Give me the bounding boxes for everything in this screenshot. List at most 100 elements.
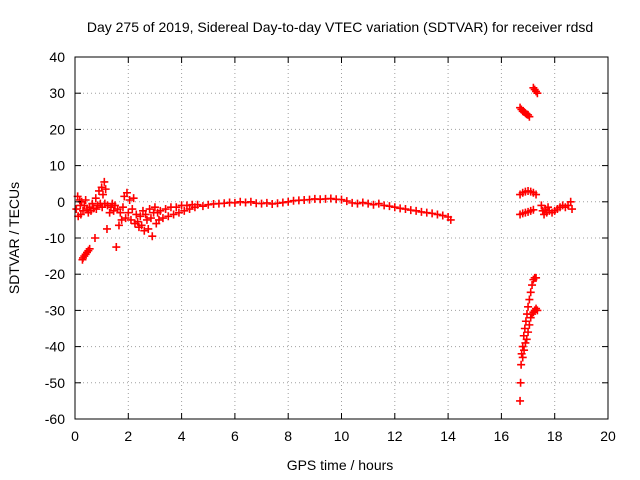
x-tick-label: 20 — [600, 428, 616, 444]
data-point — [117, 215, 126, 224]
data-point — [532, 273, 541, 282]
data-point — [524, 110, 533, 119]
data-point — [81, 195, 90, 204]
data-point — [526, 288, 535, 297]
data-point — [78, 206, 87, 215]
data-point — [150, 203, 159, 212]
data-point — [193, 200, 202, 209]
x-tick-label: 18 — [547, 428, 563, 444]
data-point — [141, 210, 150, 219]
data-point — [364, 199, 373, 208]
data-point — [533, 306, 542, 315]
data-point — [114, 221, 123, 230]
data-point — [516, 396, 525, 405]
y-tick-label: -30 — [45, 302, 65, 318]
data-point — [156, 206, 165, 215]
data-point — [98, 190, 107, 199]
data-point — [533, 89, 542, 98]
data-point — [284, 197, 293, 206]
data-point — [84, 246, 93, 255]
data-point — [528, 281, 537, 290]
data-point — [337, 195, 346, 204]
data-point — [137, 221, 146, 230]
data-point — [516, 378, 525, 387]
data-point — [158, 214, 167, 223]
data-point — [518, 353, 527, 362]
data-point — [566, 197, 575, 206]
data-point — [353, 199, 362, 208]
data-point — [128, 205, 137, 214]
data-point — [169, 210, 178, 219]
data-point — [526, 313, 535, 322]
x-axis-ticks: 0 2 4 6 8 10 12 14 16 18 20 — [71, 57, 616, 444]
y-tick-label: -10 — [45, 230, 65, 246]
data-point — [246, 197, 255, 206]
data-point — [180, 206, 189, 215]
y-tick-label: -40 — [45, 339, 65, 355]
data-point — [262, 198, 271, 207]
y-tick-label: 40 — [49, 49, 65, 65]
x-tick-label: 14 — [440, 428, 456, 444]
y-tick-label: -20 — [45, 266, 65, 282]
data-point — [109, 206, 118, 215]
data-point — [146, 214, 155, 223]
data-point — [358, 198, 367, 207]
x-tick-label: 16 — [494, 428, 510, 444]
data-point — [198, 202, 207, 211]
y-axis-ticks: 40 30 20 10 0 -10 -20 -30 -40 -50 -60 — [45, 49, 608, 427]
data-point — [568, 205, 577, 214]
data-point — [90, 234, 99, 242]
data-point — [116, 208, 125, 217]
data-point — [185, 205, 194, 214]
data-point — [161, 205, 170, 214]
data-point — [72, 205, 81, 214]
x-tick-label: 0 — [71, 428, 79, 444]
data-point — [172, 203, 181, 212]
data-point — [544, 203, 553, 212]
data-point — [85, 244, 94, 253]
x-tick-label: 4 — [178, 428, 186, 444]
data-point — [532, 190, 541, 199]
data-point — [385, 202, 394, 211]
y-tick-label: 0 — [57, 194, 65, 210]
data-point — [390, 203, 399, 212]
data-point — [537, 201, 546, 210]
x-tick-label: 8 — [284, 428, 292, 444]
y-axis-label: SDTVAR / TECUs — [6, 182, 22, 294]
data-point — [88, 199, 97, 208]
data-point — [164, 212, 173, 221]
data-point — [91, 194, 100, 203]
data-point — [92, 205, 101, 214]
y-tick-label: 10 — [49, 158, 65, 174]
data-point — [122, 188, 131, 197]
data-point — [521, 338, 530, 347]
x-axis-label: GPS time / hours — [287, 457, 394, 473]
data-point — [532, 87, 541, 96]
chart-title: Day 275 of 2019, Sidereal Day-to-day VTE… — [87, 19, 593, 35]
data-point — [522, 335, 531, 344]
y-tick-label: -60 — [45, 411, 65, 427]
data-point — [144, 224, 153, 233]
x-tick-label: 2 — [124, 428, 132, 444]
data-point — [133, 217, 142, 226]
x-tick-label: 10 — [334, 428, 350, 444]
data-point — [145, 205, 154, 214]
data-point — [142, 215, 151, 224]
data-point — [112, 243, 121, 252]
data-point — [532, 304, 541, 313]
data-point — [100, 177, 109, 186]
data-point — [433, 210, 442, 219]
data-point — [97, 183, 106, 192]
data-point — [520, 346, 529, 355]
data-point — [126, 215, 135, 224]
data-point — [124, 208, 133, 217]
data-point — [412, 206, 421, 215]
data-point — [154, 215, 163, 224]
y-tick-label: 30 — [49, 85, 65, 101]
data-point — [129, 194, 138, 203]
data-point — [102, 224, 111, 233]
data-point — [369, 200, 378, 209]
data-point — [524, 328, 533, 337]
data-point — [132, 210, 141, 219]
